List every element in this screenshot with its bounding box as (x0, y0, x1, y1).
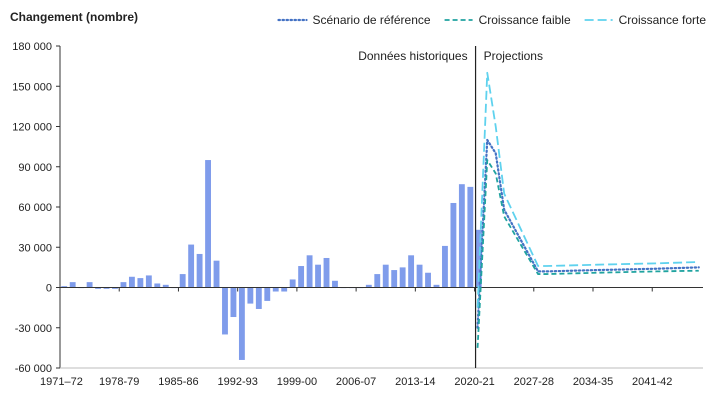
legend-label: Scénario de référence (313, 13, 431, 27)
legend: Croissance forte Croissance faible Scénari… (277, 13, 707, 27)
bar (323, 257, 330, 288)
bar (475, 229, 482, 288)
bar (332, 280, 338, 288)
x-tick-label: 2034-35 (573, 376, 613, 388)
x-tick-label: 1999-00 (277, 376, 317, 388)
bar (442, 245, 448, 288)
bar (416, 264, 423, 288)
bar (391, 270, 398, 288)
y-tick-label: 180 000 (12, 41, 52, 53)
bar (382, 264, 389, 288)
y-tick-label: 150 000 (12, 81, 52, 93)
bar (365, 284, 372, 288)
bar (230, 287, 237, 318)
bar (103, 287, 110, 289)
bar (408, 255, 415, 288)
series-line-dotted (476, 138, 700, 329)
y-tick-label: 120 000 (12, 122, 52, 134)
bar (238, 287, 245, 360)
legend-label: Croissance forte (619, 13, 707, 27)
bar (145, 275, 152, 288)
bar (61, 286, 68, 288)
bar (188, 244, 195, 288)
x-tick-label: 1971–72 (40, 376, 83, 388)
y-tick-label: 30 000 (18, 242, 52, 254)
bar (289, 279, 296, 288)
bar (298, 266, 305, 288)
bar (255, 287, 262, 309)
x-tick-label: 2041-42 (632, 376, 672, 388)
bar (264, 287, 271, 301)
bar (247, 287, 254, 304)
bar (458, 184, 465, 288)
x-tick-label: 1992-93 (217, 376, 257, 388)
x-tick-label: 1978-79 (99, 376, 139, 388)
bar (306, 255, 313, 288)
bar (205, 160, 211, 288)
series-line-longdash (476, 71, 699, 308)
bar (128, 276, 135, 288)
bar (467, 186, 474, 288)
bar (196, 253, 203, 288)
bar (154, 283, 161, 288)
bar (281, 287, 288, 292)
bars-group (61, 160, 482, 360)
bar (86, 282, 93, 288)
bar (162, 284, 169, 288)
bar (95, 287, 101, 289)
y-tick-label: -30 000 (15, 323, 52, 335)
bar (137, 278, 144, 288)
y-tick-label: -60 000 (15, 363, 52, 375)
bar (399, 267, 406, 288)
bar (450, 202, 457, 288)
x-tick-label: 2027-28 (514, 376, 554, 388)
x-tick-label: 1985-86 (158, 376, 198, 388)
bar (179, 274, 186, 288)
series-lines (476, 71, 700, 348)
x-tick-label: 2020-21 (454, 376, 494, 388)
x-tick-label: 2006-07 (336, 376, 376, 388)
y-tick-label: 60 000 (18, 202, 52, 214)
series-line-dashed (476, 159, 699, 348)
y-tick-label: 0 (46, 283, 52, 295)
bar (425, 272, 431, 288)
region-label-historical: Données historiques (358, 49, 467, 63)
axes-group: -60 000 -30 000 0 30 000 60 000 90 000 120 000… (12, 41, 703, 388)
x-tick-label: 2013-14 (395, 376, 435, 388)
bar (213, 260, 220, 288)
y-axis-title: Changement (nombre) (10, 10, 138, 24)
bar (433, 284, 440, 288)
legend-label: Croissance faible (479, 13, 571, 27)
bar (120, 282, 127, 288)
bar (315, 264, 321, 288)
bar (222, 287, 228, 335)
region-label-projection: Projections (484, 49, 543, 63)
bar (69, 282, 76, 288)
y-tick-label: 90 000 (18, 162, 52, 174)
bar (112, 287, 118, 289)
bar (272, 287, 279, 292)
bar (374, 274, 381, 288)
